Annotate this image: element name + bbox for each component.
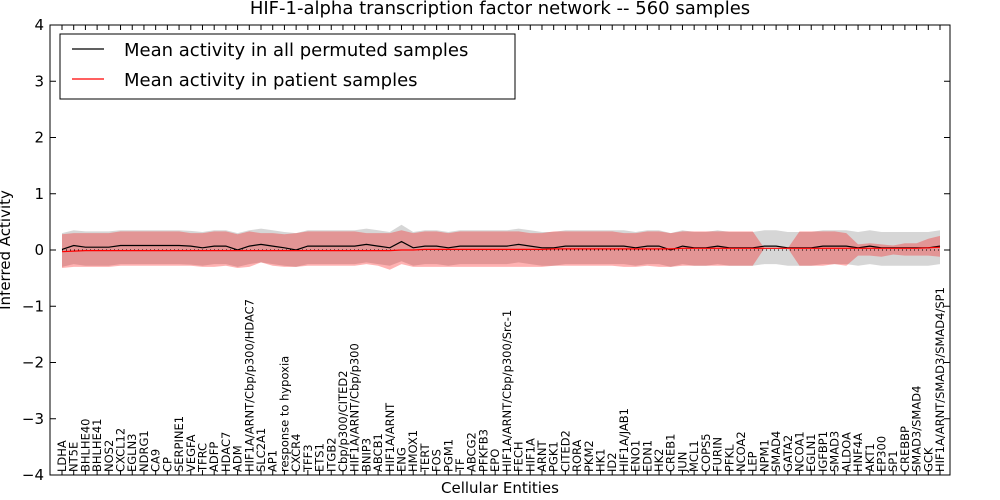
series-line-patient (61, 246, 941, 253)
x-tick-label: NCOA2 (734, 431, 748, 472)
x-tick-label: HK1 (594, 448, 608, 472)
legend-label-patient: Mean activity in patient samples (124, 70, 418, 91)
x-tick-label: SMAD3/SMAD4 (910, 386, 924, 472)
y-tick-label: −1 (22, 297, 44, 315)
x-tick-label: ARNT (535, 440, 549, 472)
y-tick-label: 1 (34, 185, 44, 203)
x-tick-label: JUN (675, 452, 689, 473)
x-tick-label: NPM1 (757, 439, 771, 472)
y-tick-label: −2 (22, 354, 44, 372)
x-axis-label: Cellular Entities (441, 479, 559, 497)
legend-label-permuted: Mean activity in all permuted samples (124, 40, 468, 61)
x-tick-label: NT5E (67, 442, 81, 472)
x-tick-label: ADM (231, 445, 245, 472)
x-tick-label: HMOX1 (406, 430, 420, 472)
x-tick-label: PGM1 (441, 439, 455, 472)
x-tick-label: CP (160, 457, 174, 472)
y-tick-label: 2 (34, 129, 44, 147)
x-tick-label: SLC2A1 (254, 428, 268, 472)
legend: Mean activity in all permuted samples Me… (59, 33, 516, 100)
x-tick-label: EGLN1 (804, 433, 818, 472)
x-tick-label: FOS (430, 449, 444, 472)
x-tick-label: AKT1 (863, 443, 877, 472)
x-tick-label: EDN1 (640, 440, 654, 472)
x-tick-label: ABCB1 (371, 433, 385, 472)
x-tick-label: HIF1A/ARNT/Cbp/p300/Src-1 (500, 310, 514, 472)
x-tick-label: BHLHE40 (78, 419, 92, 473)
x-tick-label: HDAC7 (219, 432, 233, 472)
x-axis-ticks: LDHANT5EBHLHE40BHLHE41NOS2CXCL12EGLN3NDR… (55, 25, 947, 475)
x-tick-label: BHLHE41 (90, 419, 104, 473)
x-tick-label: GATA2 (781, 435, 795, 472)
y-axis-ticks: 4 3 2 1 0 −1 −2 −3 −4 (22, 16, 950, 484)
x-tick-label: CA9 (149, 449, 163, 472)
x-tick-label: FECH (512, 441, 526, 472)
x-tick-label: HIF1A/ARNT/SMAD3/SMAD4/SP1 (933, 287, 947, 472)
x-tick-label: Cbp/p300/CITED2 (336, 370, 350, 472)
x-tick-label: MCL1 (687, 440, 701, 472)
y-axis-label: Inferred Activity (0, 190, 14, 310)
x-tick-label: CREB1 (664, 434, 678, 473)
x-tick-label: ABCG2 (465, 432, 479, 472)
x-tick-label: NOS2 (102, 440, 116, 472)
x-tick-label: response to hypoxia (277, 356, 291, 472)
x-tick-label: BNIP3 (359, 438, 373, 472)
x-tick-label: COPS5 (699, 433, 713, 472)
x-tick-label: HIF1A/ARNT/Cbp/p300/HDAC7 (242, 299, 256, 472)
x-tick-label: EGLN3 (125, 433, 139, 472)
x-tick-label: IGFBP1 (816, 431, 830, 472)
x-tick-label: PFKL (722, 444, 736, 472)
x-tick-label: CXCR4 (289, 434, 303, 472)
x-tick-label: ENO1 (629, 440, 643, 472)
x-tick-label: CREBBP (898, 426, 912, 472)
x-tick-label: GCK (921, 447, 935, 472)
y-tick-label: −3 (22, 410, 44, 428)
x-tick-label: CITED2 (558, 430, 572, 472)
x-tick-label: HIF1A/ARNT (383, 402, 397, 472)
x-tick-label: ID2 (605, 452, 619, 472)
x-tick-label: HK2 (652, 448, 666, 472)
series-lines (61, 240, 941, 253)
x-tick-label: LDHA (55, 440, 69, 472)
legend-box (59, 33, 516, 100)
x-tick-label: ALDOA (839, 432, 853, 472)
x-tick-label: CXCL12 (114, 428, 128, 472)
y-tick-label: −4 (22, 466, 44, 484)
x-tick-label: PKM2 (582, 440, 596, 472)
x-tick-label: TFRC (195, 443, 209, 473)
x-tick-label: RORA (570, 439, 584, 472)
x-tick-label: SMAD4 (769, 431, 783, 472)
x-tick-label: SERPINE1 (172, 416, 186, 472)
x-tick-label: EPO (488, 449, 502, 472)
x-tick-label: TF (453, 458, 467, 473)
x-tick-label: EP300 (874, 436, 888, 472)
x-tick-label: HNF4A (851, 433, 865, 472)
x-tick-label: SMAD3 (828, 431, 842, 472)
x-tick-label: PGK1 (547, 441, 561, 472)
x-tick-label: ENG (394, 447, 408, 472)
chart-title: HIF-1-alpha transcription factor network… (250, 0, 750, 19)
x-tick-label: AP1 (266, 450, 280, 472)
x-tick-label: ETS1 (313, 443, 327, 472)
x-tick-label: HIF1A/JAB1 (617, 408, 631, 472)
x-tick-label: HIF1A/ARNT/Cbp/p300 (348, 343, 362, 472)
x-tick-label: TFF3 (301, 444, 315, 473)
y-tick-label: 0 (34, 241, 44, 259)
x-tick-label: ADFP (207, 442, 221, 472)
x-tick-label: ITGB2 (324, 437, 338, 472)
x-tick-label: VEGFA (184, 434, 198, 472)
x-tick-label: HIF1A (523, 438, 537, 472)
x-tick-label: PFKFB3 (476, 429, 490, 472)
y-tick-label: 3 (34, 72, 44, 90)
x-tick-label: FURIN (711, 437, 725, 472)
x-tick-label: NDRG1 (137, 430, 151, 472)
x-tick-label: NCOA1 (793, 431, 807, 472)
y-tick-label: 4 (34, 16, 44, 34)
x-tick-label: SP1 (886, 450, 900, 472)
x-tick-label: LEP (746, 451, 760, 472)
x-tick-label: TERT (418, 443, 432, 473)
